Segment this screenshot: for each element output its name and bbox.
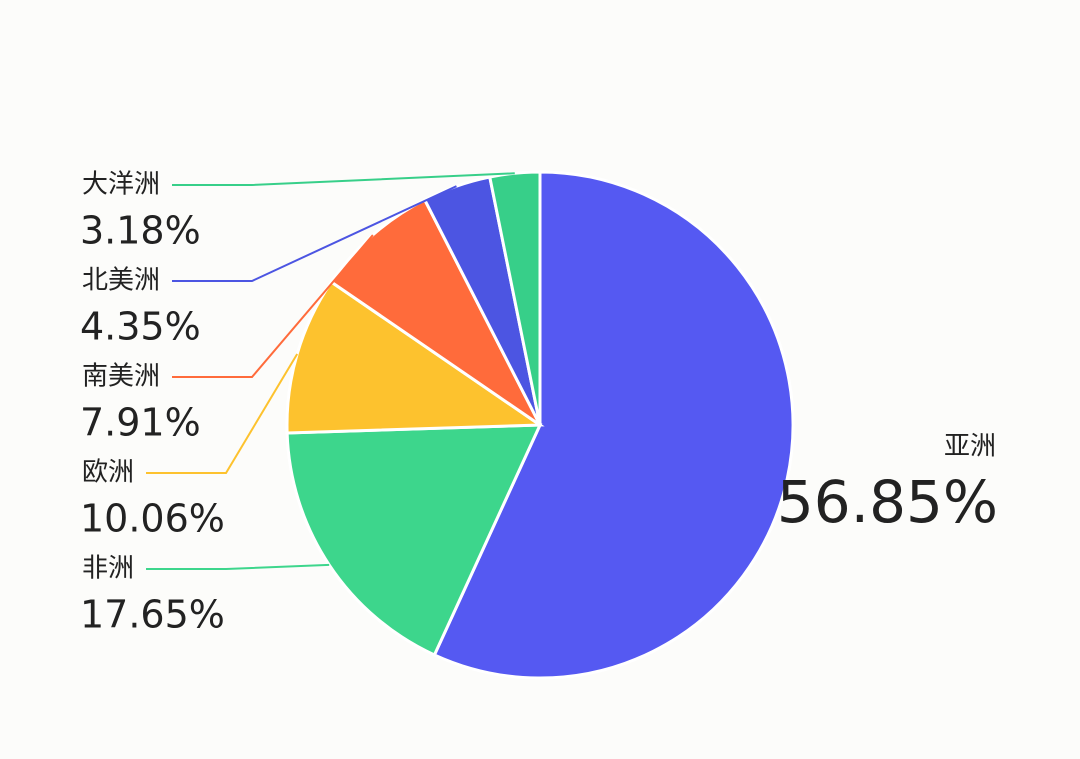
leader-line	[146, 353, 299, 474]
slice-label: 亚洲	[944, 432, 996, 462]
slice-value-label: 10.06%	[80, 497, 225, 541]
slice-value-label: 7.91%	[80, 401, 201, 445]
slice-label: 非洲	[82, 554, 134, 584]
slice-label: 欧洲	[82, 458, 134, 488]
leader-line	[172, 234, 374, 378]
slice-label: 南美洲	[82, 362, 160, 392]
pie-slice	[285, 423, 543, 657]
pie-slice	[488, 170, 542, 426]
leader-line	[146, 563, 330, 570]
leader-line	[172, 172, 515, 186]
slice-label: 北美洲	[82, 266, 160, 296]
slice-value-label: 56.85%	[777, 468, 998, 536]
leader-line	[172, 185, 457, 282]
slice-value-label: 4.35%	[80, 305, 201, 349]
pie-slice	[432, 170, 795, 680]
slice-value-label: 3.18%	[80, 209, 201, 253]
slice-label: 大洋洲	[82, 170, 160, 200]
slice-value-label: 17.65%	[80, 593, 225, 637]
